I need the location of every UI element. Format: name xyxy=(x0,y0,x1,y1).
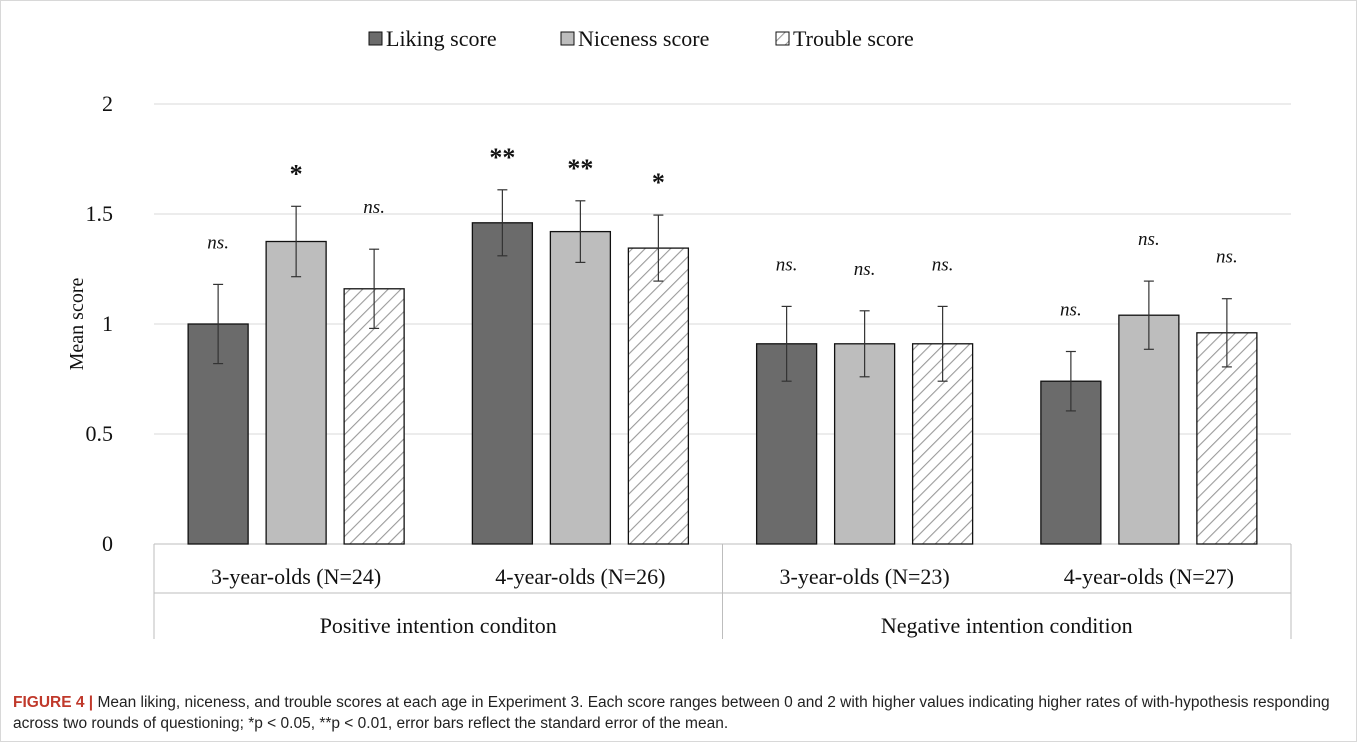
bar xyxy=(265,240,327,545)
y-tick-label: 0 xyxy=(102,531,113,556)
y-axis-label: Mean score xyxy=(66,278,88,371)
legend: Liking score Niceness score Trouble score xyxy=(368,26,914,51)
x-tick-label: 4-year-olds (N=26) xyxy=(495,564,665,589)
x-tick-label: 3-year-olds (N=24) xyxy=(211,564,381,589)
y-tick-label: 2 xyxy=(102,91,113,116)
y-tick-label: 1 xyxy=(102,311,113,336)
significance-label: ns. xyxy=(363,197,385,218)
bar xyxy=(549,230,612,545)
error-bars xyxy=(213,189,1232,412)
significance-label: ** xyxy=(567,154,593,183)
significance-label: ** xyxy=(489,143,515,172)
group-label: Negative intention condition xyxy=(881,613,1133,638)
significance-label: * xyxy=(290,159,303,188)
legend-label: Niceness score xyxy=(578,26,709,51)
legend-swatch xyxy=(368,31,383,46)
bar xyxy=(1196,332,1258,545)
x-tick-label: 4-year-olds (N=27) xyxy=(1064,564,1234,589)
legend-swatch xyxy=(560,31,575,46)
legend-swatch xyxy=(775,31,790,46)
bars xyxy=(187,222,1258,545)
significance-annotations: ns.**ns.ns.* **ns.ns.ns.*ns. ns. xyxy=(207,143,1237,321)
significance-label: ns. xyxy=(932,254,954,275)
significance-label: ns. xyxy=(1216,247,1238,268)
significance-label: ns. xyxy=(776,254,798,275)
significance-label: ns. xyxy=(1060,300,1082,321)
x-tick-label: 3-year-olds (N=23) xyxy=(780,564,950,589)
bar xyxy=(627,247,690,545)
significance-label: * xyxy=(652,168,665,197)
legend-label: Liking score xyxy=(386,26,497,51)
legend-label: Trouble score xyxy=(793,26,914,51)
significance-label: ns. xyxy=(1138,229,1160,250)
y-tick-label: 1.5 xyxy=(86,201,114,226)
bar xyxy=(1118,314,1180,545)
caption-label: FIGURE 4 | xyxy=(13,694,94,711)
bar-chart: Liking score Niceness score Trouble score … xyxy=(66,26,1292,639)
figure-caption: FIGURE 4 | Mean liking, niceness, and tr… xyxy=(13,692,1348,734)
significance-label: ns. xyxy=(207,232,229,253)
caption-text: Mean liking, niceness, and trouble score… xyxy=(13,694,1330,732)
bar xyxy=(471,222,534,545)
bar xyxy=(343,288,405,545)
group-label: Positive intention conditon xyxy=(320,613,557,638)
y-tick-label: 0.5 xyxy=(86,421,114,446)
significance-label: ns. xyxy=(854,259,876,280)
